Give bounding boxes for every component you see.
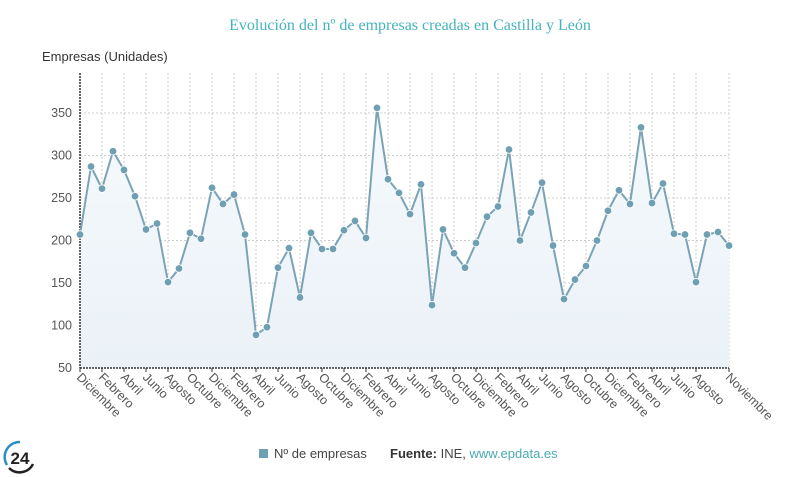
data-point	[196, 234, 206, 243]
data-point	[427, 300, 437, 310]
y-tick-label: 150	[51, 276, 72, 290]
data-point	[108, 147, 118, 156]
data-point	[119, 165, 129, 175]
data-point	[328, 244, 338, 254]
data-point	[713, 227, 723, 237]
data-point	[152, 219, 162, 228]
data-point	[339, 226, 349, 235]
data-point	[174, 264, 184, 273]
data-point	[130, 192, 140, 201]
chart-title: Evolución del nº de empresas creadas en …	[229, 17, 591, 34]
data-point	[306, 228, 316, 238]
data-point	[394, 188, 404, 198]
data-point	[603, 206, 613, 215]
data-points	[75, 103, 734, 340]
data-point	[482, 212, 492, 221]
data-point	[515, 236, 525, 245]
y-tick-label: 100	[51, 318, 72, 332]
data-point	[361, 233, 371, 243]
data-point	[526, 208, 536, 217]
data-point	[405, 209, 415, 219]
data-point	[207, 183, 217, 192]
data-point	[240, 230, 250, 239]
data-point	[460, 263, 470, 272]
y-tick-label: 350	[51, 106, 72, 120]
source-note: Fuente: INE, www.epdata.es	[390, 446, 558, 461]
x-tick-label: Noviembre	[723, 370, 776, 423]
y-axis-label: Empresas (Unidades)	[42, 49, 168, 64]
data-point	[449, 249, 459, 258]
data-point	[548, 241, 558, 250]
data-point	[570, 275, 580, 284]
data-point	[471, 238, 481, 248]
data-point	[581, 261, 591, 271]
data-point	[317, 244, 327, 254]
data-point	[295, 293, 305, 302]
data-point	[592, 236, 602, 245]
data-point	[163, 277, 173, 287]
data-point	[218, 199, 228, 209]
data-point	[658, 179, 668, 188]
source-link[interactable]: www.epdata.es	[469, 446, 558, 461]
data-point	[680, 230, 690, 239]
data-point	[537, 178, 547, 187]
y-axis-ticks: 50 100 150 200 250 300 350	[51, 106, 72, 375]
x-axis-ticks: DiciembreFebreroAbrilJunioAgostoOctubreD…	[74, 368, 776, 423]
data-point	[493, 202, 503, 211]
data-point	[229, 190, 239, 199]
data-point	[416, 180, 426, 189]
data-point	[614, 186, 624, 195]
data-point	[372, 103, 382, 113]
legend[interactable]: Nº de empresas	[259, 446, 367, 461]
data-point	[691, 277, 701, 287]
source-value: INE,	[440, 446, 466, 461]
data-point	[141, 225, 151, 234]
y-tick-label: 250	[51, 191, 72, 205]
legend-label: Nº de empresas	[274, 446, 367, 461]
data-point	[669, 229, 679, 238]
y-tick-label: 50	[58, 361, 72, 375]
data-point	[636, 123, 646, 132]
data-point	[647, 198, 657, 208]
data-point	[702, 230, 712, 239]
legend-swatch	[259, 449, 268, 458]
y-tick-label: 300	[51, 148, 72, 162]
data-point	[284, 243, 294, 253]
svg-text:24: 24	[11, 449, 30, 468]
data-point	[97, 184, 107, 193]
data-point	[185, 228, 195, 238]
data-point	[625, 199, 635, 209]
data-point	[383, 175, 393, 184]
data-point	[273, 263, 283, 272]
data-point	[251, 330, 261, 340]
data-point	[75, 230, 85, 239]
data-point	[438, 225, 448, 234]
data-point	[724, 241, 734, 250]
data-point	[262, 322, 272, 332]
logo-24: 24	[3, 440, 35, 474]
data-point	[504, 145, 514, 154]
source-label: Fuente:	[390, 446, 437, 461]
series-area	[80, 107, 729, 369]
data-point	[559, 294, 569, 304]
y-tick-label: 200	[51, 233, 72, 247]
data-point	[350, 216, 360, 226]
data-point	[86, 162, 96, 171]
